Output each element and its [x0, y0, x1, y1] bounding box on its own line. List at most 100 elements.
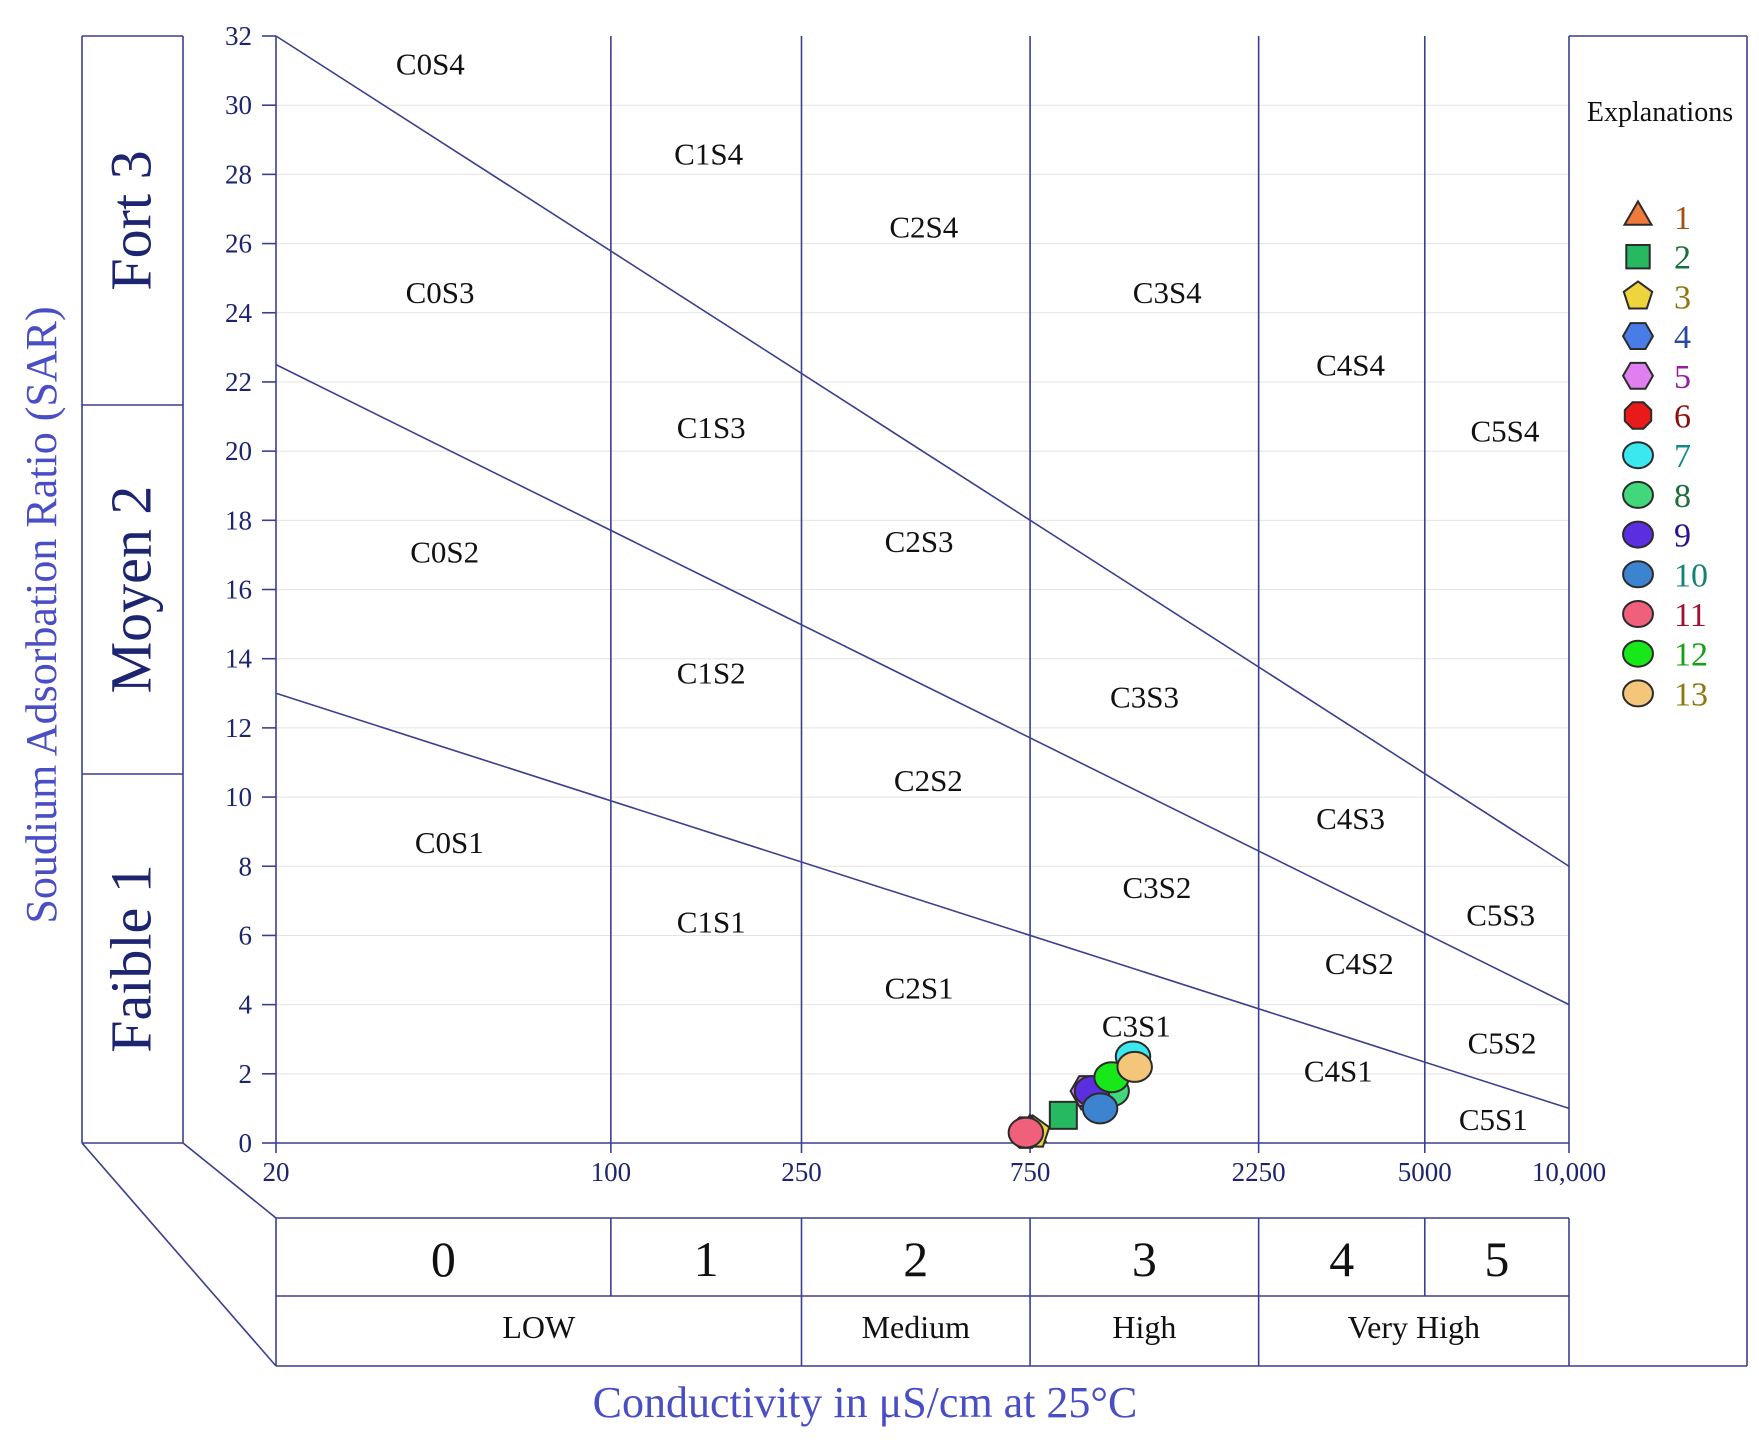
legend-marker — [1621, 361, 1655, 390]
y-tick-label: 12 — [225, 713, 252, 743]
perspective-line — [182, 1142, 277, 1219]
sodium-band-label: Faible 1 — [99, 864, 164, 1052]
salinity-class-number: 3 — [1132, 1231, 1157, 1287]
x-tick-label: 2250 — [1232, 1157, 1286, 1187]
x-tick-label: 5000 — [1398, 1157, 1452, 1187]
salinity-class-number: 4 — [1329, 1231, 1354, 1287]
legend-label: 11 — [1674, 597, 1707, 634]
data-point-series-10 — [1081, 1092, 1119, 1125]
x-tick-label: 100 — [591, 1157, 632, 1187]
zone-label: C1S1 — [677, 905, 746, 940]
zone-label: C0S1 — [415, 825, 484, 860]
y-tick-label: 4 — [239, 990, 253, 1020]
y-tick-label: 16 — [225, 575, 252, 605]
perspective-line — [81, 1142, 277, 1367]
sar-boundary-line — [275, 35, 1570, 867]
zone-label: C4S3 — [1316, 801, 1385, 836]
salinity-class-table: 0 1 2 3 4 5 LOW Medium High Very High — [275, 1217, 1570, 1367]
zone-label: C2S4 — [889, 209, 958, 244]
salinity-hazard-label: Very High — [1348, 1309, 1480, 1345]
zone-label: C2S1 — [885, 970, 954, 1005]
legend-label: 7 — [1674, 438, 1691, 475]
zone-label: C0S4 — [396, 47, 465, 82]
x-tick-label: 10,000 — [1532, 1157, 1606, 1187]
salinity-hazard-label: Medium — [862, 1309, 971, 1345]
zone-label: C1S2 — [677, 656, 746, 691]
zone-label: C5S4 — [1470, 413, 1539, 448]
sar-boundary-lines — [275, 35, 1570, 1110]
legend-marker — [1621, 322, 1655, 351]
y-tick-label: 24 — [225, 298, 253, 328]
x-tick-label: 250 — [781, 1157, 822, 1187]
zone-labels: C0S4 C0S3 C0S2 C0S1 C1S4 C1S3 C1S2 C1S1 C2S4 C2S3… — [396, 47, 1540, 1137]
legend-marker — [1622, 441, 1654, 470]
zone-label: C5S1 — [1459, 1102, 1528, 1137]
sar-boundary-line — [275, 363, 1570, 1006]
zone-label: C4S1 — [1304, 1053, 1373, 1088]
zone-label: C1S4 — [674, 137, 743, 172]
y-tick-label: 32 — [225, 21, 252, 51]
y-tick-label: 28 — [225, 159, 252, 189]
y-tick-label: 30 — [225, 90, 252, 120]
legend-label: 9 — [1674, 518, 1691, 555]
sodium-band-label: Fort 3 — [99, 150, 164, 290]
legend-label: 3 — [1674, 279, 1691, 316]
salinity-class-number: 2 — [903, 1231, 928, 1287]
legend-label: 8 — [1674, 478, 1691, 515]
legend-label: 5 — [1674, 359, 1691, 396]
salinity-hazard-label: High — [1112, 1309, 1176, 1345]
legend-label: 1 — [1674, 200, 1691, 237]
legend-marker — [1622, 199, 1654, 226]
sodium-band-label: Moyen 2 — [99, 486, 164, 694]
salinity-class-number: 1 — [694, 1231, 719, 1287]
zone-label: C2S2 — [894, 763, 963, 798]
sar-boundary-line — [275, 692, 1570, 1110]
x-tick-label: 20 — [263, 1157, 290, 1187]
legend-title: Explanations — [1587, 97, 1733, 128]
diagram-frame — [81, 35, 1748, 1367]
zone-label: C0S2 — [410, 534, 479, 569]
y-tick-label: 18 — [225, 505, 252, 535]
y-tick-label: 10 — [225, 782, 252, 812]
y-tick-label: 0 — [239, 1128, 253, 1158]
legend-marker — [1622, 560, 1654, 589]
zone-label: C3S4 — [1133, 275, 1202, 310]
y-tick-label: 14 — [225, 644, 253, 674]
y-tick-label: 26 — [225, 229, 252, 259]
legend-label: 4 — [1674, 319, 1691, 356]
zone-label: C3S1 — [1102, 1008, 1171, 1043]
legend-label: 12 — [1674, 637, 1708, 674]
zone-label: C4S2 — [1325, 946, 1394, 981]
legend-marker — [1622, 679, 1654, 708]
y-axis-title: Soudium Adsorbation Ratio (SAR) — [17, 306, 66, 923]
zone-label: C2S3 — [885, 524, 954, 559]
legend-marker — [1622, 600, 1654, 628]
salinity-hazard-label: LOW — [502, 1309, 576, 1345]
legend-marker — [1623, 401, 1653, 430]
data-point-series-13 — [1116, 1050, 1153, 1083]
legend-label: 2 — [1674, 240, 1691, 277]
y-tick-label: 8 — [239, 851, 253, 881]
data-point-series-11 — [1007, 1116, 1045, 1149]
data-point-series-2 — [1048, 1100, 1078, 1130]
legend-label: 13 — [1674, 676, 1708, 713]
x-axis-ticks: 20 100 250 750 2250 5000 10,000 — [263, 1143, 1606, 1187]
zone-label: C5S3 — [1466, 898, 1535, 933]
legend-marker — [1622, 639, 1654, 668]
zone-label: C0S3 — [406, 275, 475, 310]
zone-label: C1S3 — [677, 410, 746, 445]
x-axis-title: Conductivity in μS/cm at 25°C — [593, 1378, 1138, 1427]
y-tick-label: 6 — [239, 920, 253, 950]
salinity-class-number: 0 — [431, 1231, 456, 1287]
legend-marker — [1622, 520, 1654, 549]
legend-marker — [1622, 280, 1654, 310]
salinity-class-number: 5 — [1484, 1231, 1509, 1287]
zone-label: C3S2 — [1122, 870, 1191, 905]
zone-label: C5S2 — [1468, 1026, 1537, 1061]
y-tick-label: 2 — [239, 1059, 253, 1089]
y-tick-label: 22 — [225, 367, 252, 397]
y-tick-label: 20 — [225, 436, 252, 466]
zone-label: C3S3 — [1110, 680, 1179, 715]
